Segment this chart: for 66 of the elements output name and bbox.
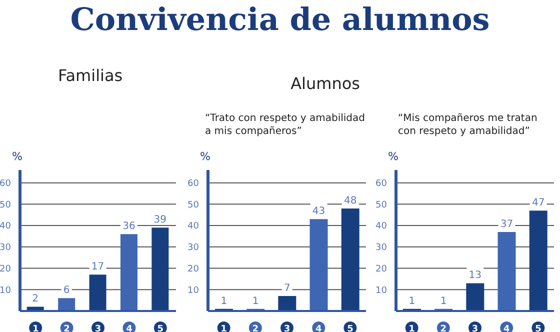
y-axis-title: % <box>200 150 210 163</box>
data-label: 43 <box>312 206 326 218</box>
x-tick-label: 3 <box>472 324 478 332</box>
y-tick-label: 20 <box>188 264 200 274</box>
x-tick-label: 3 <box>94 324 102 332</box>
bar <box>152 228 169 311</box>
x-tick-label: 1 <box>32 324 39 332</box>
y-tick-label: 10 <box>376 286 388 296</box>
x-tick-label: 5 <box>347 324 354 332</box>
y-tick-label: 60 <box>188 179 200 190</box>
x-tick-label: 4 <box>503 324 510 332</box>
chart-title: “Trato con respeto y amabilidad a mis compañeros” <box>205 112 365 138</box>
y-tick-label: 50 <box>0 200 12 210</box>
x-tick-label: 2 <box>440 324 447 332</box>
x-tick-label: 4 <box>126 324 132 332</box>
data-label: 47 <box>532 198 545 209</box>
y-tick-label: 30 <box>188 243 200 254</box>
bar <box>466 283 484 311</box>
y-tick-label: 40 <box>188 222 200 232</box>
x-tick-label: 5 <box>157 324 164 332</box>
data-label: 1 <box>408 296 416 307</box>
data-label: 1 <box>220 296 228 307</box>
y-tick-label: 20 <box>0 264 12 274</box>
data-label: 6 <box>63 285 70 296</box>
x-tick-label: 1 <box>408 324 415 332</box>
data-label: 13 <box>468 270 482 282</box>
x-tick-label: 2 <box>64 324 70 332</box>
y-tick-label: 60 <box>0 179 12 190</box>
x-tick-label: 1 <box>220 324 227 332</box>
bar <box>310 219 328 311</box>
data-label: 1 <box>252 296 259 307</box>
data-label: 37 <box>500 218 514 230</box>
bar <box>89 274 106 311</box>
x-tick-label: 4 <box>315 324 322 332</box>
text: Alumnos <box>290 74 360 93</box>
y-tick-label: 10 <box>0 286 12 296</box>
data-label: 39 <box>154 214 167 226</box>
bar <box>278 296 296 311</box>
chart-title: “Mis compañeros me tratan con respeto y amabilidad” <box>398 112 538 138</box>
y-tick-label: 40 <box>376 222 388 232</box>
data-label: 2 <box>32 294 39 305</box>
data-label: 17 <box>91 262 104 273</box>
data-label: 36 <box>122 221 136 232</box>
bar <box>120 234 138 311</box>
data-label: 1 <box>440 296 447 307</box>
y-tick-label: 20 <box>376 264 388 274</box>
y-tick-label: 50 <box>188 200 200 210</box>
x-tick-label: 2 <box>252 324 259 332</box>
y-tick-label: 40 <box>0 222 12 232</box>
x-tick-label: 5 <box>535 324 542 332</box>
x-tick-label: 3 <box>284 324 290 332</box>
text: Convivencia de alumnos <box>69 2 491 38</box>
bar <box>341 208 360 311</box>
data-label: 48 <box>344 195 357 206</box>
y-tick-label: 10 <box>188 286 200 296</box>
data-label: 7 <box>284 283 290 294</box>
y-tick-label: 30 <box>376 243 388 254</box>
y-tick-label: 50 <box>376 200 388 210</box>
y-tick-label: 30 <box>0 243 12 254</box>
bar <box>58 298 76 311</box>
y-tick-label: 60 <box>376 179 388 190</box>
bar <box>529 210 548 311</box>
bar <box>498 232 516 311</box>
y-axis-title: % <box>388 150 398 163</box>
y-axis-title: % <box>12 150 22 163</box>
chart-title: Familias <box>58 66 124 87</box>
